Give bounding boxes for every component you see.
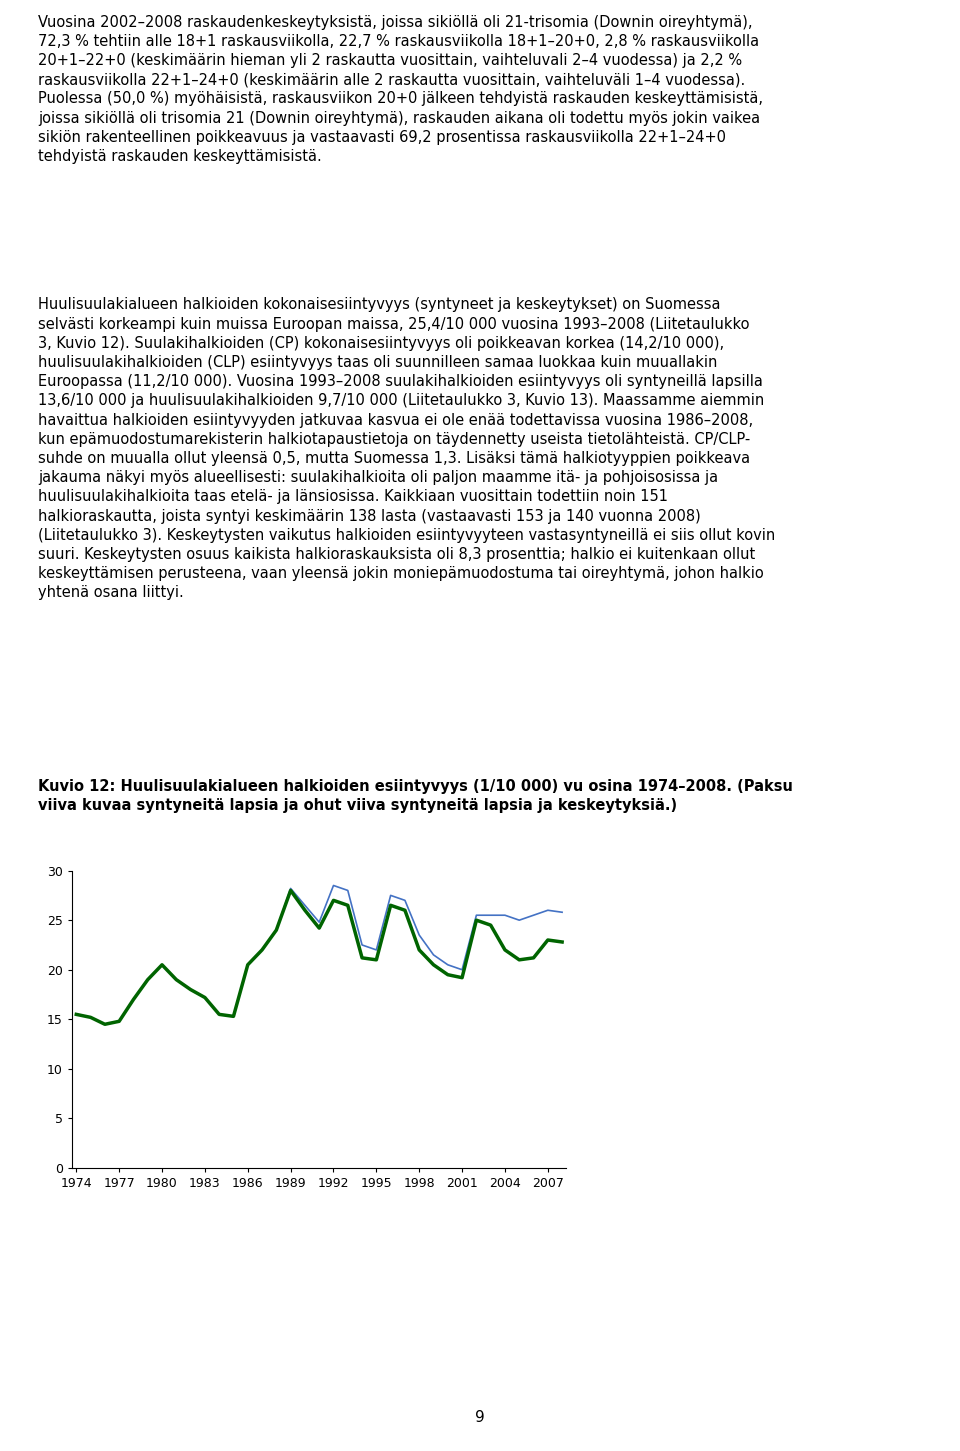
Text: Kuvio 12: Huulisuulakialueen halkioiden esiintyvyys (1/10 000) vu osina 1974–200: Kuvio 12: Huulisuulakialueen halkioiden … — [38, 779, 793, 814]
Text: Huulisuulakialueen halkioiden kokonaisesiintyvyys (syntyneet ja keskeytykset) on: Huulisuulakialueen halkioiden kokonaises… — [38, 297, 776, 601]
Text: 9: 9 — [475, 1410, 485, 1425]
Text: Vuosina 2002–2008 raskaudenkeskeytyksistä, joissa sikiöllä oli 21-trisomia (Down: Vuosina 2002–2008 raskaudenkeskeytyksist… — [38, 15, 763, 164]
